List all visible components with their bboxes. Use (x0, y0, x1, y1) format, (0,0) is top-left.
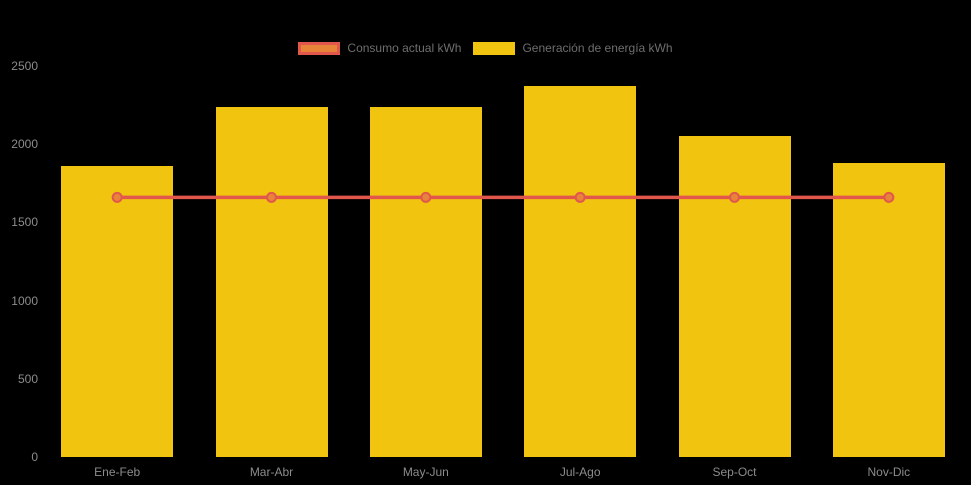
legend-swatch-icon (473, 42, 516, 55)
generation-bar-Nov-Dic[interactable] (832, 162, 945, 457)
consumption-point-Nov-Dic[interactable] (883, 191, 895, 203)
x-axis-label: Jul-Ago (559, 465, 601, 479)
consumption-point-Mar-Abr[interactable] (266, 191, 277, 203)
y-axis-tick-label: 2000 (11, 137, 38, 152)
x-axis-label: Ene-Feb (94, 465, 141, 479)
x-axis-label: May-Jun (402, 465, 449, 479)
legend-swatch-icon (298, 42, 341, 55)
y-axis-tick-label: 2500 (11, 59, 38, 73)
generation-bar-Mar-Abr[interactable] (215, 106, 328, 457)
y-axis-tick-label: 1500 (11, 215, 38, 230)
legend-item-consumo[interactable]: Consumo actual kWh (298, 42, 461, 55)
legend-label: Generación de energía kWh (522, 41, 673, 55)
generation-bar-May-Jun[interactable] (369, 106, 482, 457)
generation-bar-Ene-Feb[interactable] (61, 166, 174, 457)
consumption-point-May-Jun[interactable] (420, 191, 432, 203)
consumption-point-Ene-Feb[interactable] (111, 191, 123, 203)
legend-label: Consumo actual kWh (347, 41, 462, 55)
x-axis-label: Nov-Dic (867, 465, 911, 479)
chart-legend: Consumo actual kWh Generación de energía … (0, 42, 971, 55)
consumption-point-Jul-Ago[interactable] (574, 191, 586, 203)
consumption-point-Sep-Oct[interactable] (729, 191, 740, 203)
x-axis-label: Mar-Abr (249, 465, 294, 479)
y-axis-tick-label: 1000 (11, 293, 38, 308)
generation-bar-Sep-Oct[interactable] (678, 136, 791, 457)
legend-item-generacion[interactable]: Generación de energía kWh (473, 41, 673, 55)
x-axis-label: Sep-Oct (712, 465, 757, 479)
y-axis-tick-label: 500 (17, 371, 38, 386)
generation-bar-Jul-Ago[interactable] (524, 86, 637, 457)
y-axis-tick-label: 0 (31, 450, 38, 464)
